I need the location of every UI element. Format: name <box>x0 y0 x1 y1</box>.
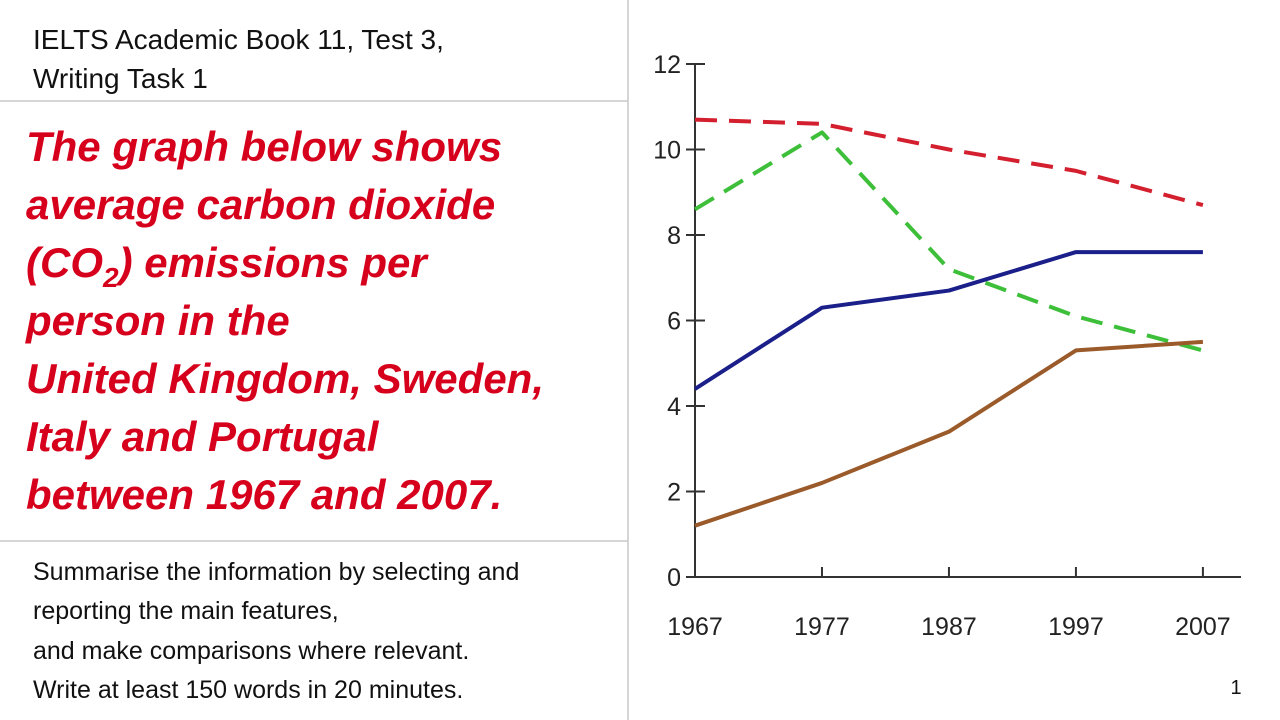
chart: 0 2 4 6 8 10 12 1967 1977 1987 1997 2007 <box>653 51 1241 641</box>
page-number: 1 <box>1230 677 1241 699</box>
prompt-text: (CO <box>26 239 103 286</box>
y-tick-label: 6 <box>667 308 681 336</box>
x-tick-label: 1997 <box>1048 613 1104 641</box>
subscript: 2 <box>102 262 119 293</box>
series-line <box>693 130 1204 353</box>
header-line: Writing Task 1 <box>33 63 208 94</box>
prompt-line: The graph below shows <box>26 123 502 170</box>
instruction-line: and make comparisons where relevant. <box>33 637 469 665</box>
x-tick-label: 1967 <box>667 613 723 641</box>
instruction-line: Write at least 150 words in 20 minutes. <box>33 676 463 704</box>
prompt-line: person in the <box>25 297 290 344</box>
y-tick-label: 4 <box>667 393 681 421</box>
series-line <box>694 117 1204 208</box>
instruction-line: reporting the main features, <box>33 597 339 625</box>
y-tick-label: 0 <box>667 564 681 592</box>
header-line: IELTS Academic Book 11, Test 3, <box>33 24 444 55</box>
x-tick-label: 2007 <box>1175 613 1231 641</box>
prompt-line: (CO2) emissions per <box>26 239 429 293</box>
prompt-line: between 1967 and 2007. <box>26 471 502 518</box>
instruction-line: Summarise the information by selecting a… <box>33 558 519 586</box>
prompt-line: Italy and Portugal <box>26 413 380 460</box>
series-line <box>694 339 1204 528</box>
prompt-line: United Kingdom, Sweden, <box>26 355 544 402</box>
y-tick-label: 10 <box>653 137 681 165</box>
y-tick-label: 8 <box>667 222 681 250</box>
x-tick-label: 1987 <box>921 613 977 641</box>
prompt-line: average carbon dioxide <box>26 181 495 228</box>
series-line <box>693 250 1203 391</box>
x-tick-label: 1977 <box>794 613 850 641</box>
y-tick-label: 2 <box>667 479 681 507</box>
y-tick-label: 12 <box>653 51 681 79</box>
prompt-text: ) emissions per <box>115 239 430 286</box>
